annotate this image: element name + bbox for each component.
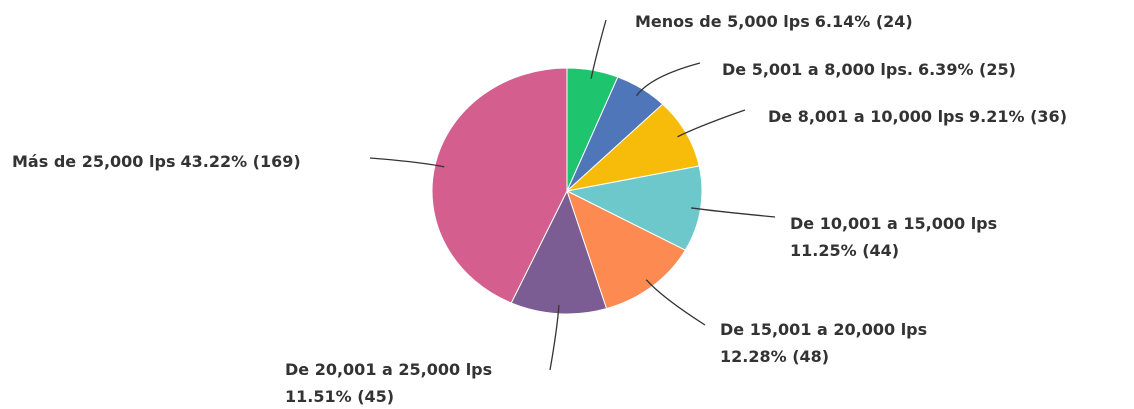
category-label: Más de 25,000 lps <box>12 152 175 171</box>
leader-line <box>645 279 706 326</box>
category-label: De 15,001 a 20,000 lps <box>720 320 927 339</box>
leader-line <box>369 157 445 168</box>
data-label: Más de 25,000 lps 43.22% (169) <box>12 152 301 171</box>
category-label: De 10,001 a 15,000 lps <box>790 214 997 233</box>
category-label: Menos de 5,000 lps <box>635 12 810 31</box>
value-label: 11.25% (44) <box>790 241 899 260</box>
data-label: De 5,001 a 8,000 lps. 6.39% (25) <box>722 60 1016 79</box>
data-label: De 10,001 a 15,000 lps 11.25% (44) <box>790 214 997 260</box>
value-label: 12.28% (48) <box>720 347 829 366</box>
leader-line <box>549 305 560 371</box>
category-label: De 20,001 a 25,000 lps <box>285 360 492 379</box>
data-label: De 8,001 a 10,000 lps 9.21% (36) <box>768 107 1067 126</box>
leader-line <box>635 62 701 97</box>
data-label: De 15,001 a 20,000 lps 12.28% (48) <box>720 320 927 366</box>
category-label: De 8,001 a 10,000 lps <box>768 107 964 126</box>
value-label: 9.21% (36) <box>969 107 1067 126</box>
value-label: 6.14% (24) <box>815 12 913 31</box>
value-label: 6.39% (25) <box>918 60 1016 79</box>
leader-line <box>691 207 776 218</box>
value-label: 11.51% (45) <box>285 387 394 406</box>
category-label: De 5,001 a 8,000 lps. <box>722 60 913 79</box>
value-label: 43.22% (169) <box>180 152 300 171</box>
data-label: De 20,001 a 25,000 lps 11.51% (45) <box>285 360 492 406</box>
leader-line <box>590 19 607 79</box>
data-label: Menos de 5,000 lps 6.14% (24) <box>635 12 913 31</box>
leader-line <box>677 109 746 138</box>
